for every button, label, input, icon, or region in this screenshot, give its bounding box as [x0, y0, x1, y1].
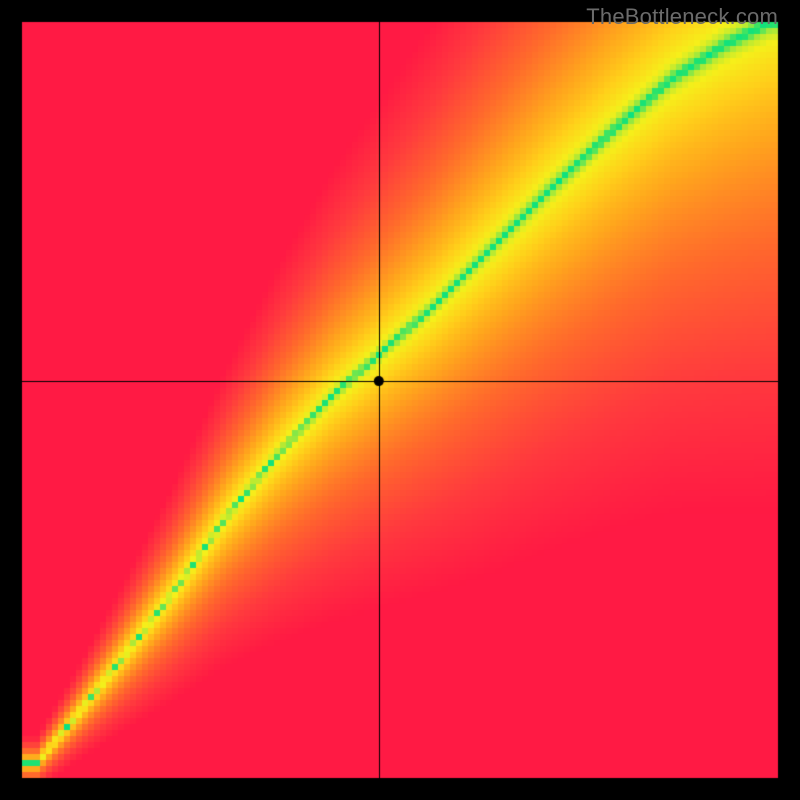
watermark-text: TheBottleneck.com	[586, 4, 778, 30]
bottleneck-heatmap	[0, 0, 800, 800]
